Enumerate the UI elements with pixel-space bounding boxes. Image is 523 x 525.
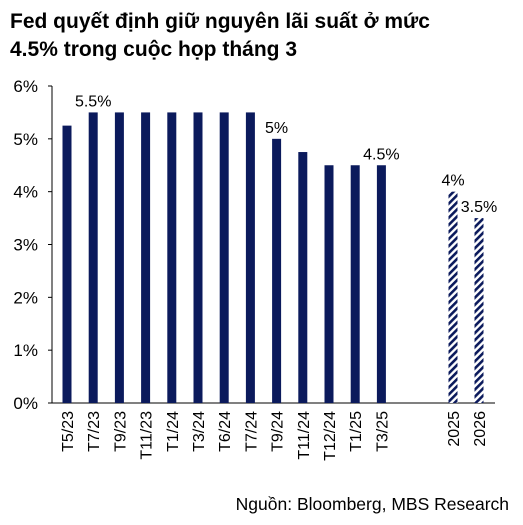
y-tick-label: 5% <box>13 130 38 149</box>
data-label: 3.5% <box>461 199 497 216</box>
x-tick-label: T11/24 <box>296 411 313 460</box>
y-tick-label: 2% <box>13 288 38 307</box>
y-tick-label: 1% <box>13 341 38 360</box>
y-tick-label: 3% <box>13 236 38 255</box>
x-tick-label: T7/23 <box>86 411 103 452</box>
bar <box>167 112 177 404</box>
x-tick-label: T3/24 <box>191 411 208 452</box>
x-tick-label: T1/25 <box>348 411 365 452</box>
source-note: Nguồn: Bloomberg, MBS Research <box>235 494 509 514</box>
data-label: 5.5% <box>75 93 111 110</box>
chart-title-line-1: Fed quyết định giữ nguyên lãi suất ở mức <box>10 10 430 33</box>
bar <box>324 165 334 403</box>
y-tick-label: 0% <box>13 394 38 413</box>
x-tick-label: T9/23 <box>112 411 129 452</box>
bar <box>448 191 458 403</box>
x-tick-label: T1/24 <box>165 411 182 452</box>
bar <box>62 125 72 403</box>
x-tick-label: T9/24 <box>270 411 287 452</box>
bar <box>193 112 203 404</box>
x-tick-label: 2025 <box>446 411 463 447</box>
x-tick-label: T7/24 <box>243 411 260 452</box>
x-tick-label: 2026 <box>472 411 489 447</box>
data-label: 4.5% <box>363 146 399 163</box>
chart-title: Fed quyết định giữ nguyên lãi suất ở mức… <box>10 8 515 64</box>
x-tick-label: T6/24 <box>217 411 234 452</box>
data-label: 4% <box>441 173 464 190</box>
x-tick-label: T5/23 <box>60 411 77 452</box>
bar <box>376 165 386 403</box>
x-tick-label: T3/25 <box>374 411 391 452</box>
bar <box>114 112 124 404</box>
bar <box>219 112 229 404</box>
y-tick-label: 6% <box>13 77 38 96</box>
bar <box>245 112 255 404</box>
y-tick-label: 4% <box>13 183 38 202</box>
data-label: 5% <box>265 120 288 137</box>
bar <box>141 112 151 404</box>
bar <box>272 138 282 404</box>
x-tick-label: T11/23 <box>139 411 156 460</box>
x-tick-label: T12/24 <box>322 411 339 461</box>
bar <box>88 112 98 404</box>
bar <box>350 165 360 403</box>
bar <box>474 218 484 403</box>
chart-title-line-2: 4.5% trong cuộc họp tháng 3 <box>10 38 298 61</box>
bar <box>298 152 308 403</box>
